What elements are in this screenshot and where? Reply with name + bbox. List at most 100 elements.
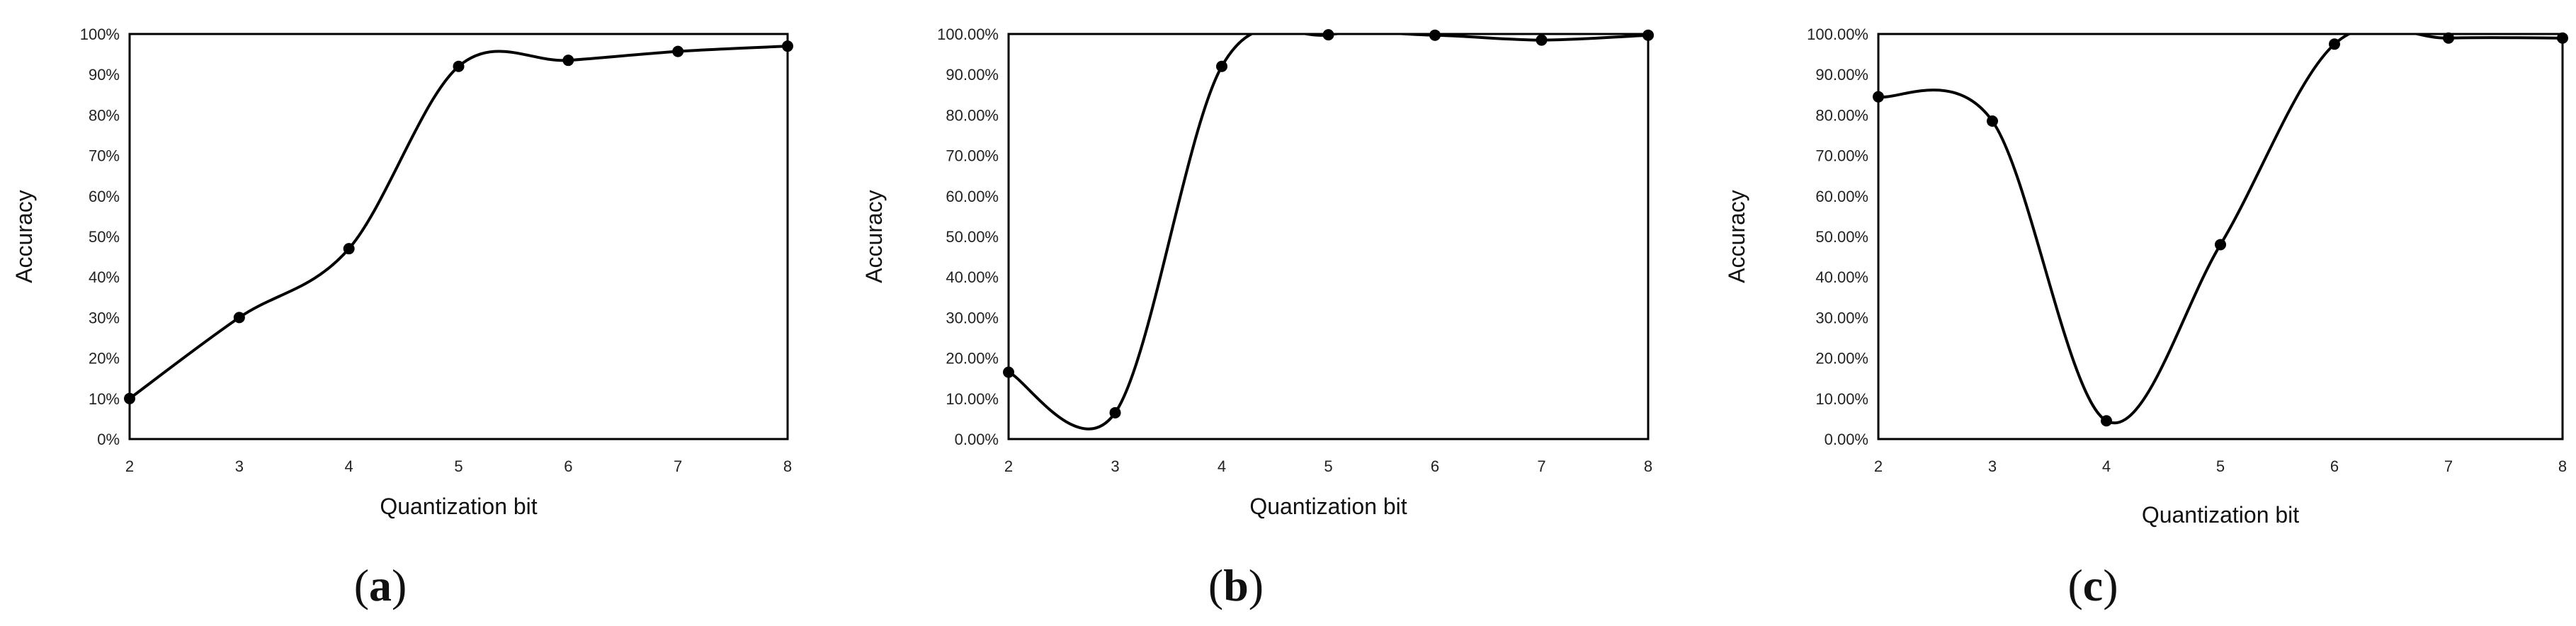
x-axis-title: Quantization bit: [2142, 502, 2299, 528]
y-tick-label: 70.00%: [946, 147, 999, 165]
plot-area-border: [1877, 33, 2564, 440]
y-tick-label: 50.00%: [946, 228, 999, 246]
caption-paren-close: ): [392, 560, 407, 610]
y-tick-label: 30.00%: [946, 309, 999, 326]
y-tick-label: 80.00%: [1815, 106, 1868, 124]
data-point: [124, 392, 135, 404]
panel-caption: (a): [354, 560, 407, 610]
y-tick-label: 20.00%: [1815, 350, 1868, 368]
data-point: [672, 45, 684, 57]
y-tick-label: 60%: [89, 188, 120, 205]
x-tick-label: 7: [2444, 457, 2453, 475]
y-tick-label: 0.00%: [955, 431, 999, 448]
y-tick-label: 20%: [89, 350, 120, 368]
caption-paren-open: (: [1208, 560, 1223, 610]
data-point: [2557, 32, 2568, 44]
x-tick-label: 2: [1004, 457, 1013, 475]
y-tick-label: 50%: [89, 228, 120, 246]
data-point: [1429, 29, 1441, 41]
y-tick-label: 100%: [80, 25, 120, 43]
y-tick-label: 90.00%: [1815, 66, 1868, 84]
x-tick-label: 3: [1111, 457, 1119, 475]
x-axis-title: Quantization bit: [1249, 494, 1407, 519]
data-point: [1322, 29, 1334, 41]
x-tick-label: 8: [1644, 457, 1652, 475]
x-tick-label: 6: [2330, 457, 2339, 475]
x-tick-label: 6: [1431, 457, 1439, 475]
y-axis-title: Accuracy: [11, 190, 37, 283]
y-tick-label: 30%: [89, 309, 120, 326]
y-tick-label: 40.00%: [1815, 268, 1868, 286]
x-tick-label: 3: [1988, 457, 1997, 475]
x-tick-label: 4: [2102, 457, 2111, 475]
panel-caption: (b): [1208, 560, 1264, 610]
y-axis-title: Accuracy: [861, 190, 887, 283]
data-point: [453, 60, 465, 72]
y-tick-label: 80.00%: [946, 106, 999, 124]
chart-b: 0.00% 10.00% 20.00% 30.00% 40.00% 50.00% 60.00…: [861, 25, 1654, 610]
y-tick-label: 10.00%: [946, 390, 999, 408]
y-tick-label: 50.00%: [1815, 228, 1868, 246]
series-line: [1878, 34, 2563, 425]
y-tick-label: 100.00%: [937, 25, 999, 43]
y-tick-label: 70%: [89, 147, 120, 165]
y-tick-label: 30.00%: [1815, 309, 1868, 326]
x-axis-title: Quantization bit: [380, 494, 537, 519]
caption-letter: c: [2083, 560, 2103, 610]
y-tick-label: 100.00%: [1807, 25, 1868, 43]
data-point: [1216, 60, 1227, 72]
data-point: [343, 243, 355, 255]
x-tick-label: 5: [1324, 457, 1332, 475]
y-tick-label: 90.00%: [946, 66, 999, 84]
x-tick-label: 8: [783, 457, 792, 475]
y-tick-label: 0%: [97, 431, 120, 448]
y-tick-label: 10%: [89, 390, 120, 408]
data-point: [2329, 38, 2340, 50]
y-tick-label: 10.00%: [1815, 390, 1868, 408]
caption-paren-close: ): [1249, 560, 1264, 610]
x-tick-label: 7: [674, 457, 682, 475]
y-tick-label: 40.00%: [946, 268, 999, 286]
data-point: [1873, 91, 1884, 103]
caption-paren-open: (: [2067, 560, 2082, 610]
x-tick-label: 5: [2216, 457, 2225, 475]
panel-caption: (c): [2067, 560, 2118, 610]
caption-letter: b: [1223, 560, 1249, 610]
x-tick-label: 2: [125, 457, 134, 475]
x-tick-label: 5: [454, 457, 463, 475]
x-tick-label: 4: [1218, 457, 1226, 475]
x-tick-label: 4: [345, 457, 353, 475]
y-tick-label: 40%: [89, 268, 120, 286]
y-axis-title: Accuracy: [1724, 190, 1749, 283]
y-tick-label: 70.00%: [1815, 147, 1868, 165]
x-tick-label: 2: [1874, 457, 1883, 475]
data-point: [1109, 406, 1121, 419]
y-tick-label: 90%: [89, 66, 120, 84]
data-point: [2101, 415, 2112, 427]
caption-paren-close: ): [2103, 560, 2118, 610]
x-tick-label: 8: [2558, 457, 2567, 475]
data-point: [1642, 29, 1654, 41]
caption-letter: a: [369, 560, 392, 610]
y-tick-label: 80%: [89, 106, 120, 124]
data-point: [233, 312, 245, 324]
chart-a: 0% 10% 20% 30% 40% 50% 60% 70% 80% 90% 100% 2 3 4 5 6 7 8…: [11, 25, 793, 610]
data-point: [1003, 366, 1014, 378]
y-tick-label: 20.00%: [946, 350, 999, 368]
data-point: [2443, 32, 2454, 44]
x-tick-label: 6: [564, 457, 572, 475]
x-tick-label: 7: [1537, 457, 1545, 475]
chart-c: 0.00% 10.00% 20.00% 30.00% 40.00% 50.00% 60.00…: [1724, 25, 2568, 610]
x-tick-label: 3: [235, 457, 244, 475]
y-tick-label: 60.00%: [946, 188, 999, 205]
data-point: [782, 40, 793, 52]
plot-area-border: [128, 33, 789, 440]
data-point: [562, 55, 574, 67]
caption-paren-open: (: [354, 560, 369, 610]
data-point: [2215, 239, 2226, 251]
y-tick-label: 60.00%: [1815, 188, 1868, 205]
data-point: [1987, 115, 1998, 127]
y-tick-label: 0.00%: [1825, 431, 1868, 448]
